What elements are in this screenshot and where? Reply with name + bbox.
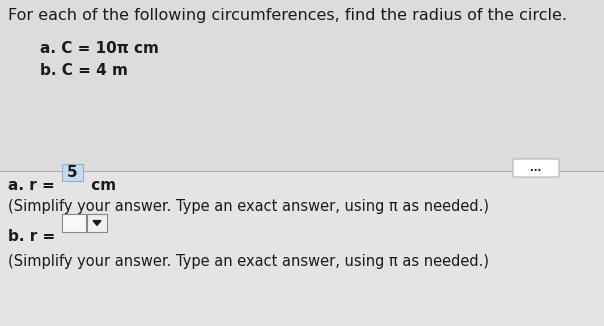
FancyBboxPatch shape <box>87 214 107 232</box>
FancyBboxPatch shape <box>513 159 559 177</box>
Bar <box>0 0 604 171</box>
Text: b. r =: b. r = <box>8 229 60 244</box>
Bar <box>0 171 604 326</box>
Text: (Simplify your answer. Type an exact answer, using π as needed.): (Simplify your answer. Type an exact ans… <box>8 199 489 214</box>
Text: ...: ... <box>530 163 542 173</box>
FancyBboxPatch shape <box>62 214 86 232</box>
Text: a. r =: a. r = <box>8 178 60 193</box>
Text: b. C = 4 m: b. C = 4 m <box>40 63 128 78</box>
Text: a. C = 10π cm: a. C = 10π cm <box>40 41 159 56</box>
Polygon shape <box>93 221 101 225</box>
Text: (Simplify your answer. Type an exact answer, using π as needed.): (Simplify your answer. Type an exact ans… <box>8 254 489 269</box>
Text: 5: 5 <box>67 165 78 180</box>
Text: For each of the following circumferences, find the radius of the circle.: For each of the following circumferences… <box>8 8 567 23</box>
Text: cm: cm <box>86 178 116 193</box>
FancyBboxPatch shape <box>62 164 83 181</box>
